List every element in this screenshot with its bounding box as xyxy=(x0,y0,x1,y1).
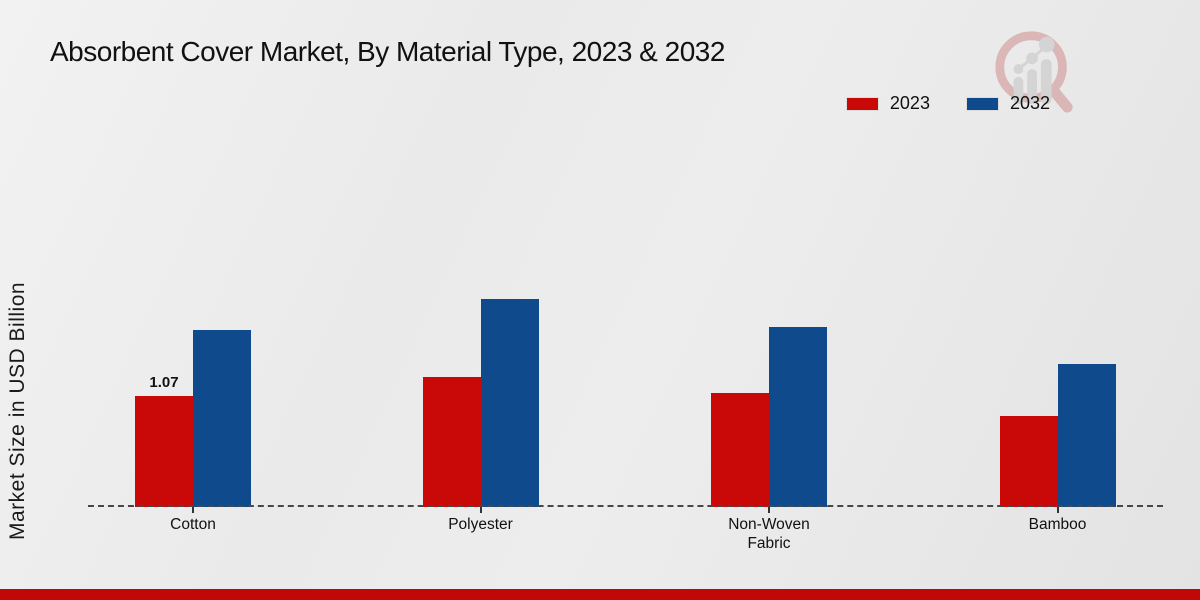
chart-title: Absorbent Cover Market, By Material Type… xyxy=(50,36,725,67)
legend: 2023 2032 xyxy=(845,93,1050,114)
x-category-label: Polyester xyxy=(448,516,513,533)
y-axis-label: Market Size in USD Billion xyxy=(6,281,29,540)
x-axis-baseline xyxy=(88,505,1163,507)
bar-2032-non-woven-fabric xyxy=(769,327,827,507)
legend-label: 2032 xyxy=(1009,93,1050,113)
x-axis-tick xyxy=(479,507,482,513)
bar-value-label: 1.07 xyxy=(149,374,179,392)
x-category-label: Bamboo xyxy=(1028,516,1087,533)
x-category-label: Non-Woven Fabric xyxy=(728,516,810,553)
bar-2023-cotton xyxy=(135,396,193,507)
x-category-label: Cotton xyxy=(170,516,216,533)
legend-item-2032: 2032 xyxy=(965,93,1050,114)
legend-item-2023: 2023 xyxy=(845,93,930,114)
legend-swatch-icon xyxy=(965,96,999,111)
bar-2032-polyester xyxy=(480,299,539,507)
x-axis-tick xyxy=(768,507,770,513)
x-axis-tick xyxy=(1056,507,1059,513)
bar-2023-polyester xyxy=(422,377,481,507)
bar-2023-bamboo xyxy=(999,416,1058,507)
magnifier-bar-chart-logo-icon xyxy=(995,31,1073,113)
legend-label: 2023 xyxy=(889,93,930,113)
bar-2032-cotton xyxy=(193,330,251,507)
footer-stripe xyxy=(0,589,1200,600)
plot-area: 1.07 xyxy=(88,59,1163,507)
legend-swatch-icon xyxy=(845,96,879,111)
bar-2023-non-woven-fabric xyxy=(711,393,769,507)
x-axis-tick xyxy=(192,507,194,513)
bar-2032-bamboo xyxy=(1057,364,1116,507)
